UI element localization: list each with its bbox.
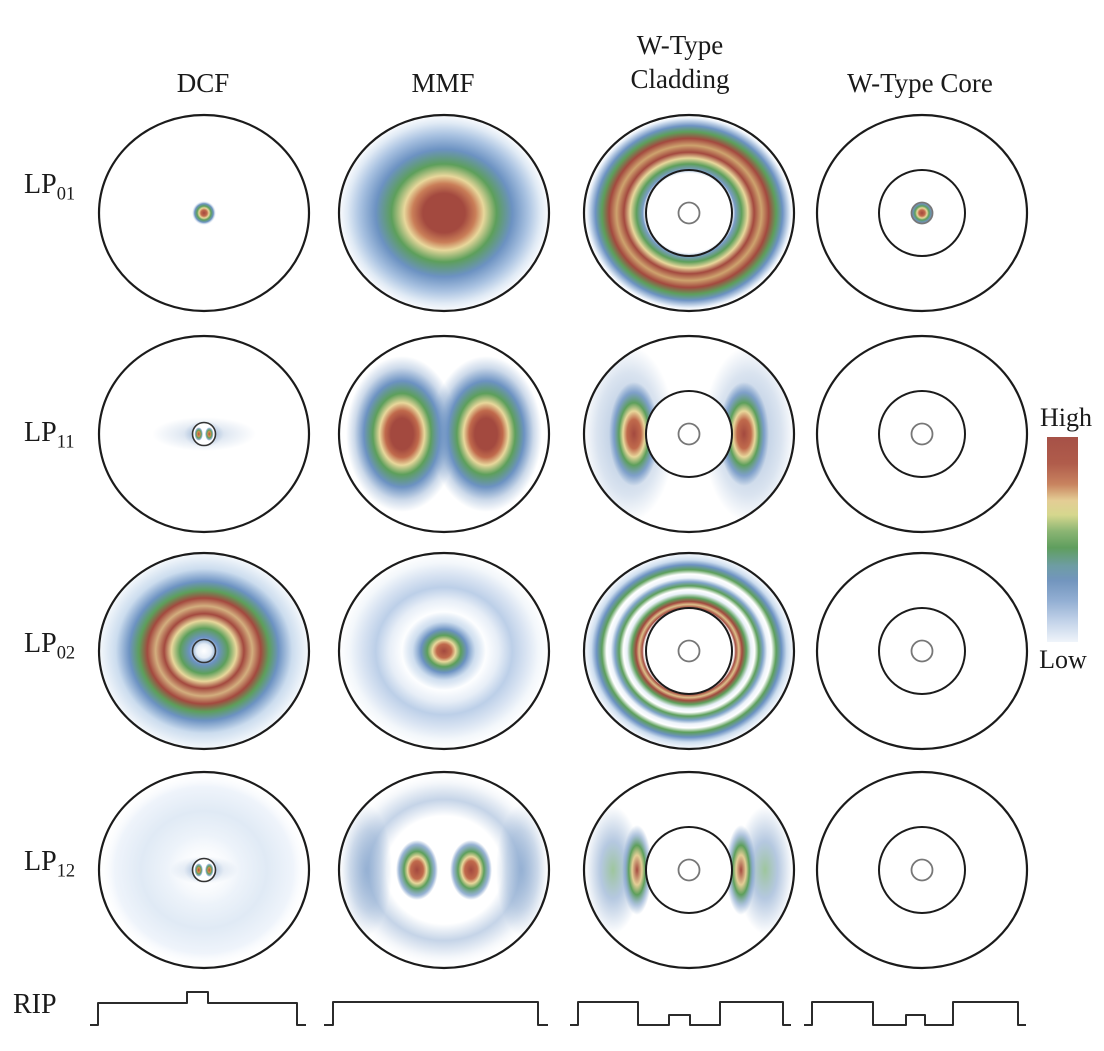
column-header-wtype-cladding: W-Type Cladding <box>630 30 730 94</box>
cell-lp12-dcf <box>97 770 311 970</box>
row-label-lp12-sub: 12 <box>56 860 76 881</box>
cell-lp01-wtype-core <box>815 113 1029 313</box>
column-header-mmf: MMF <box>411 68 475 98</box>
colorbar-low-label: Low <box>1039 645 1087 674</box>
cell-lp12-wtype-cladding <box>582 770 796 970</box>
column-header-dcf: DCF <box>176 68 230 98</box>
rip-label: RIP <box>13 989 57 1020</box>
row-label-lp02: LP02 <box>24 627 75 670</box>
rip-profile-w-type-cladding <box>570 1001 791 1026</box>
row-label-lp12: LP12 <box>24 845 75 888</box>
cell-lp02-mmf <box>337 551 551 751</box>
rip-profile-w-type-core <box>804 1001 1026 1026</box>
row-label-lp01-sub: 01 <box>56 183 76 204</box>
cell-lp01-wtype-cladding <box>582 113 796 313</box>
row-label-lp11-sub: 11 <box>56 431 75 452</box>
row-label-lp02-sub: 02 <box>56 642 76 663</box>
colorbar-gradient <box>1047 437 1078 642</box>
cell-lp01-dcf <box>97 113 311 313</box>
rip-profile-mmf <box>324 1001 548 1026</box>
cell-lp12-mmf <box>337 770 551 970</box>
cell-lp11-dcf <box>97 334 311 534</box>
row-label-lp12-main: LP <box>24 846 57 877</box>
row-label-lp02-main: LP <box>24 628 57 659</box>
cell-lp02-wtype-core <box>815 551 1029 751</box>
cell-lp11-mmf <box>337 334 551 534</box>
row-label-lp11-main: LP <box>24 417 57 448</box>
row-label-lp01: LP01 <box>24 168 75 211</box>
cell-lp12-wtype-core <box>815 770 1029 970</box>
colorbar-high-label: High <box>1040 403 1092 432</box>
row-label-lp11: LP11 <box>24 416 74 459</box>
cell-lp02-wtype-cladding <box>582 551 796 751</box>
rip-profile-dcf <box>90 991 306 1026</box>
cell-lp11-wtype-cladding <box>582 334 796 534</box>
cell-lp11-wtype-core <box>815 334 1029 534</box>
column-header-wtype-core: W-Type Core <box>847 68 993 98</box>
cell-lp01-mmf <box>337 113 551 313</box>
row-label-lp01-main: LP <box>24 169 57 200</box>
cell-lp02-dcf <box>97 551 311 751</box>
